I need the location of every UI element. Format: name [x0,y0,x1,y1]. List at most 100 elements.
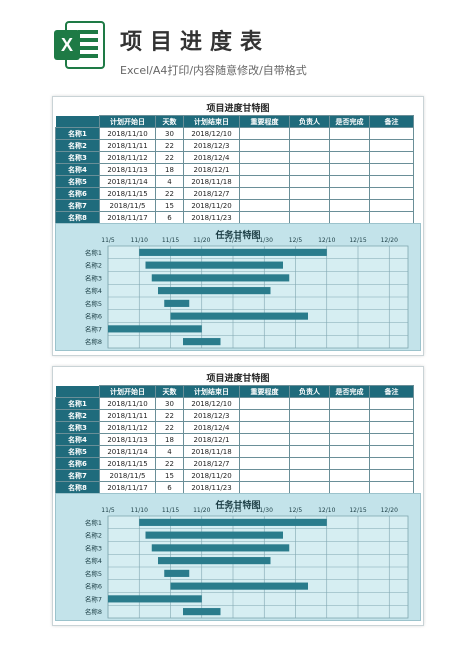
cell-empty [329,151,370,164]
cell-empty [239,151,290,164]
table-row: 名称7 2018/11/5 15 2018/11/20 [55,469,414,482]
table-row: 名称8 2018/11/17 6 2018/11/23 [55,211,414,224]
cell-empty [369,409,414,422]
cell-empty [329,409,370,422]
column-header: 备注 [369,115,414,128]
cell-empty [289,199,330,212]
gantt-bar [158,557,271,565]
x-tick-label: 12/20 [381,507,398,514]
y-category-label: 名称4 [85,556,102,565]
cell-empty [369,175,414,188]
cell-empty [289,163,330,176]
x-tick-label: 11/20 [193,237,210,244]
cell-name: 名称1 [55,127,100,140]
table-corner-cell [55,385,100,398]
x-tick-label: 12/10 [318,237,335,244]
cell-start: 2018/11/17 [99,211,156,224]
cell-start: 2018/11/14 [99,175,156,188]
x-tick-label: 12/10 [318,507,335,514]
y-category-label: 名称8 [85,607,102,616]
cell-end: 2018/12/7 [183,457,240,470]
sheet-title: 项目进度甘特图 [206,104,270,114]
cell-empty [329,457,370,470]
gantt-bar [151,274,290,282]
cell-empty [239,469,290,482]
gantt-bar [145,261,283,269]
table-header-row: 计划开始日 天数 计划结束日 重要程度 负责人 是否完成 备注 [55,115,414,128]
sheet-preview-2[interactable]: 项目进度甘特图 计划开始日 天数 计划结束日 重要程度 负责人 是否完成 备注 名称1 2018… [52,366,424,626]
cell-days: 22 [155,409,184,422]
cell-empty [239,163,290,176]
cell-days: 4 [155,175,184,188]
cell-days: 4 [155,445,184,458]
cell-end: 2018/12/3 [183,409,240,422]
cell-name: 名称6 [55,457,100,470]
column-header: 重要程度 [239,115,290,128]
cell-name: 名称4 [55,433,100,446]
cell-name: 名称5 [55,175,100,188]
cell-empty [369,187,414,200]
cell-empty [329,469,370,482]
table-row: 名称6 2018/11/15 22 2018/12/7 [55,187,414,200]
x-tick-label: 12/5 [289,507,303,514]
x-tick-label: 11/10 [131,237,148,244]
cell-end: 2018/11/23 [183,481,240,494]
y-category-label: 名称6 [85,312,102,321]
column-header: 是否完成 [329,385,370,398]
cell-empty [329,127,370,140]
gantt-bar [108,325,202,333]
cell-name: 名称2 [55,139,100,152]
cell-start: 2018/11/10 [99,397,156,410]
cell-start: 2018/11/12 [99,151,156,164]
cell-empty [289,151,330,164]
y-category-label: 名称8 [85,337,102,346]
cell-start: 2018/11/14 [99,445,156,458]
gantt-bar [139,248,327,256]
cell-start: 2018/11/13 [99,163,156,176]
cell-empty [369,421,414,434]
excel-icon: X [54,21,105,69]
cell-name: 名称3 [55,421,100,434]
cell-start: 2018/11/11 [99,139,156,152]
cell-start: 2018/11/17 [99,481,156,494]
y-category-label: 名称4 [85,286,102,295]
cell-empty [329,397,370,410]
column-header: 计划开始日 [99,385,156,398]
cell-empty [369,433,414,446]
gantt-title: 任务甘特图 [215,231,261,241]
cell-empty [239,433,290,446]
gantt-chart: 任务甘特图 11/5 11/10 11/15 11/20 11/25 11/30 12/5 1… [55,223,421,351]
cell-start: 2018/11/15 [99,457,156,470]
cell-empty [289,445,330,458]
cell-end: 2018/11/18 [183,175,240,188]
cell-empty [369,457,414,470]
cell-empty [289,409,330,422]
cell-empty [239,199,290,212]
y-category-label: 名称7 [85,594,102,603]
cell-empty [289,469,330,482]
cell-days: 22 [155,151,184,164]
cell-empty [289,481,330,494]
cell-days: 6 [155,211,184,224]
x-tick-label: 11/30 [256,237,273,244]
gantt-bar [145,531,283,539]
cell-empty [329,211,370,224]
gantt-plot: 11/5 11/10 11/15 11/20 11/25 11/30 12/5 12/10 12… [85,507,409,619]
y-category-label: 名称3 [85,543,102,552]
table-row: 名称2 2018/11/11 22 2018/12/3 [55,409,414,422]
y-category-label: 名称6 [85,582,102,591]
cell-start: 2018/11/11 [99,409,156,422]
cell-name: 名称6 [55,187,100,200]
sheet-preview-1[interactable]: 项目进度甘特图 计划开始日 天数 计划结束日 重要程度 负责人 是否完成 备注 名称1 2018… [52,96,424,356]
cell-empty [369,151,414,164]
cell-empty [329,199,370,212]
cell-empty [239,445,290,458]
cell-days: 22 [155,139,184,152]
gantt-bar [183,608,221,616]
cell-days: 15 [155,199,184,212]
cell-name: 名称1 [55,397,100,410]
cell-empty [369,127,414,140]
gantt-bar [139,518,327,526]
table-row: 名称1 2018/11/10 30 2018/12/10 [55,127,414,140]
cell-end: 2018/12/7 [183,187,240,200]
